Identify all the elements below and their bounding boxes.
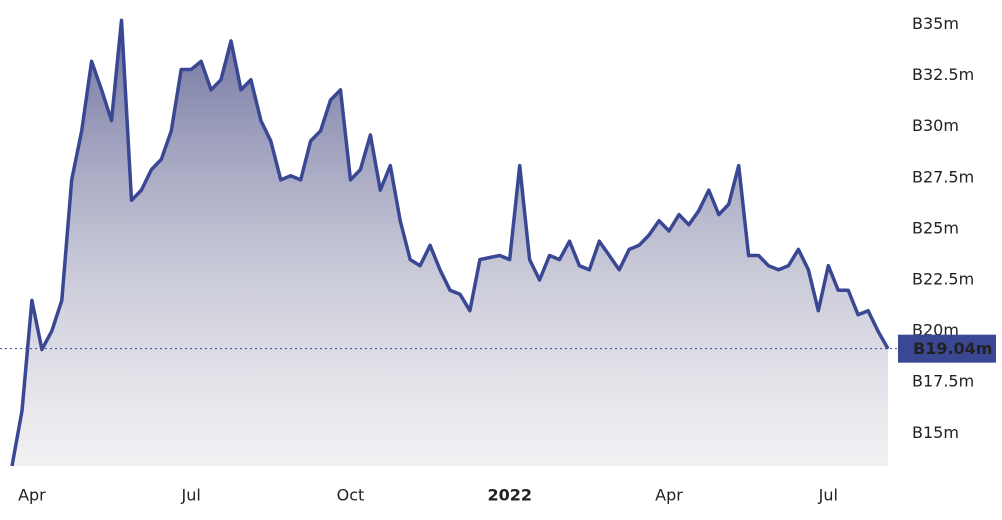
- x-tick-label: Jul: [181, 486, 201, 505]
- y-tick-label: B15m: [912, 423, 959, 442]
- line: [10, 18, 890, 467]
- y-tick-label: B17.5m: [912, 372, 974, 391]
- y-tick-label: B35m: [912, 14, 959, 33]
- x-tick-label: 2022: [487, 486, 532, 505]
- last-value-box: [898, 334, 996, 363]
- y-tick-label: B32.5m: [912, 65, 974, 84]
- y-tick-label: B22.5m: [912, 269, 974, 288]
- x-tick-label: Jul: [818, 486, 838, 505]
- area-fill: [12, 20, 888, 467]
- y-tick-label: B27.5m: [912, 167, 974, 186]
- x-tick-label: Apr: [18, 486, 46, 505]
- y-tick-label: B30m: [912, 116, 959, 135]
- last-value-label: B19.04m: [913, 339, 992, 358]
- x-tick-label: Oct: [337, 486, 365, 505]
- x-tick-label: Apr: [655, 486, 683, 505]
- y-tick-label: B25m: [912, 218, 959, 237]
